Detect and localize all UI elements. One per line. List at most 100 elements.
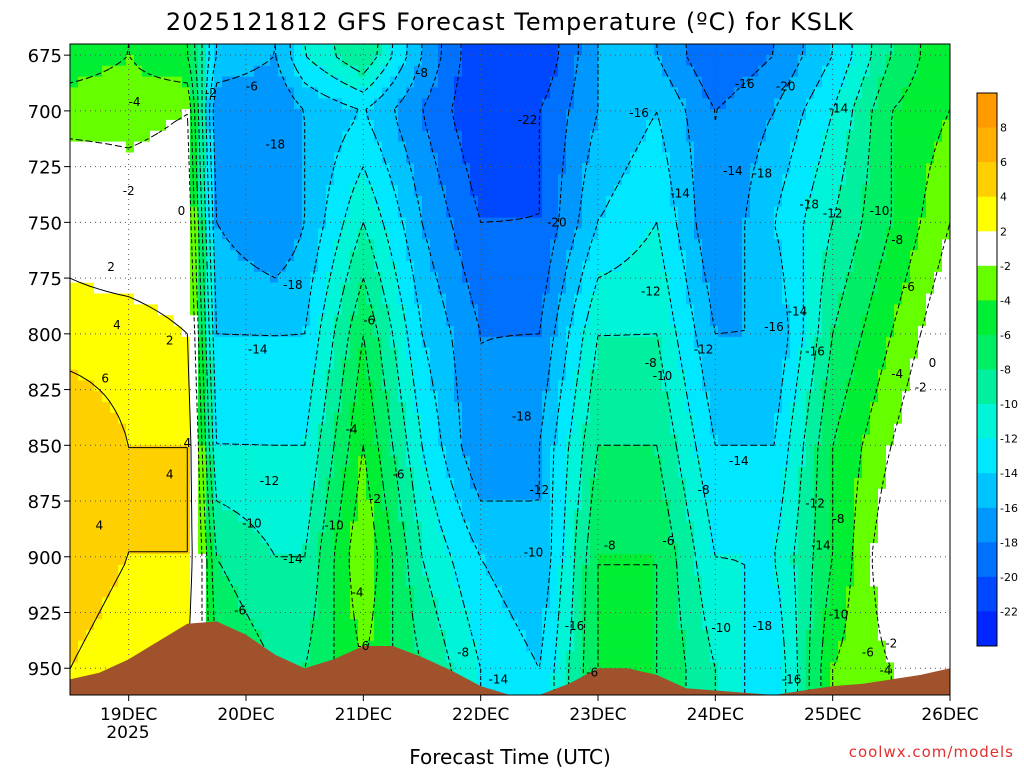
temperature-cell xyxy=(718,608,727,620)
temperature-cell xyxy=(534,347,543,360)
temperature-cell xyxy=(566,488,575,501)
temperature-cell xyxy=(646,326,655,338)
temperature-cell xyxy=(78,347,87,360)
temperature-cell xyxy=(390,239,399,251)
temperature-cell xyxy=(86,141,95,153)
temperature-cell xyxy=(646,336,655,349)
temperature-cell xyxy=(718,575,727,588)
temperature-cell xyxy=(454,250,463,262)
temperature-cell xyxy=(686,391,695,403)
temperature-cell xyxy=(654,499,663,512)
temperature-cell xyxy=(238,152,247,164)
temperature-cell xyxy=(566,586,575,598)
temperature-cell xyxy=(662,608,671,620)
temperature-cell xyxy=(118,65,127,78)
temperature-cell xyxy=(246,564,255,577)
temperature-cell xyxy=(462,391,471,403)
temperature-cell xyxy=(246,597,255,609)
temperature-cell xyxy=(446,629,455,642)
temperature-cell xyxy=(350,597,359,609)
temperature-cell xyxy=(726,195,735,208)
temperature-cell xyxy=(686,326,695,338)
temperature-cell xyxy=(478,543,487,555)
temperature-cell xyxy=(70,488,79,501)
temperature-cell xyxy=(254,141,263,153)
temperature-cell xyxy=(158,65,167,78)
temperature-cell xyxy=(422,130,431,143)
temperature-cell xyxy=(78,119,87,132)
temperature-cell xyxy=(166,510,175,522)
temperature-cell xyxy=(470,380,479,392)
temperature-cell xyxy=(70,575,79,588)
temperature-cell xyxy=(334,109,343,121)
temperature-cell xyxy=(406,597,415,609)
temperature-cell xyxy=(238,271,247,284)
temperature-cell xyxy=(382,347,391,360)
temperature-cell xyxy=(614,467,623,479)
temperature-cell xyxy=(510,673,519,685)
temperature-cell xyxy=(110,304,119,316)
temperature-cell xyxy=(494,423,503,436)
temperature-cell xyxy=(702,467,711,479)
temperature-cell xyxy=(438,499,447,512)
temperature-cell xyxy=(342,412,351,425)
temperature-cell xyxy=(430,250,439,262)
temperature-cell xyxy=(366,152,375,164)
temperature-cell xyxy=(398,239,407,251)
temperature-cell xyxy=(398,336,407,349)
temperature-cell xyxy=(718,87,727,99)
temperature-cell xyxy=(478,109,487,121)
temperature-cell xyxy=(118,369,127,381)
temperature-cell xyxy=(558,185,567,197)
temperature-cell xyxy=(278,445,287,457)
temperature-cell xyxy=(342,402,351,414)
temperature-cell xyxy=(638,65,647,78)
temperature-cell xyxy=(214,499,223,512)
temperature-cell xyxy=(622,44,631,56)
temperature-cell xyxy=(334,130,343,143)
temperature-cell xyxy=(550,271,559,284)
temperature-cell xyxy=(294,521,303,533)
temperature-cell xyxy=(646,478,655,490)
temperature-cell xyxy=(486,195,495,208)
temperature-cell xyxy=(670,228,679,240)
temperature-cell xyxy=(286,575,295,588)
temperature-cell xyxy=(518,293,527,305)
temperature-cell xyxy=(638,163,647,175)
temperature-cell xyxy=(430,98,439,110)
temperature-cell xyxy=(718,467,727,479)
temperature-cell xyxy=(678,271,687,284)
temperature-cell xyxy=(110,423,119,436)
temperature-cell xyxy=(526,532,535,544)
temperature-cell xyxy=(158,358,167,371)
temperature-cell xyxy=(686,87,695,99)
temperature-cell xyxy=(614,54,623,67)
temperature-cell xyxy=(350,261,359,273)
temperature-cell xyxy=(94,651,103,664)
temperature-cell xyxy=(526,185,535,197)
temperature-cell xyxy=(358,434,367,446)
temperature-cell xyxy=(574,185,583,197)
temperature-cell xyxy=(614,499,623,512)
temperature-cell xyxy=(262,217,271,230)
temperature-cell xyxy=(654,347,663,360)
temperature-cell xyxy=(638,619,647,631)
temperature-cell xyxy=(486,402,495,414)
temperature-cell xyxy=(78,336,87,349)
temperature-cell xyxy=(534,391,543,403)
temperature-cell xyxy=(158,152,167,164)
temperature-cell xyxy=(398,391,407,403)
temperature-cell xyxy=(510,456,519,468)
temperature-cell xyxy=(542,532,551,544)
temperature-cell xyxy=(686,575,695,588)
temperature-cell xyxy=(726,44,735,56)
temperature-cell xyxy=(486,347,495,360)
temperature-cell xyxy=(270,554,279,566)
temperature-cell xyxy=(246,478,255,490)
temperature-cell xyxy=(334,467,343,479)
temperature-cell xyxy=(270,65,279,78)
temperature-cell xyxy=(590,478,599,490)
temperature-cell xyxy=(86,347,95,360)
temperature-cell xyxy=(558,315,567,327)
temperature-cell xyxy=(350,304,359,316)
